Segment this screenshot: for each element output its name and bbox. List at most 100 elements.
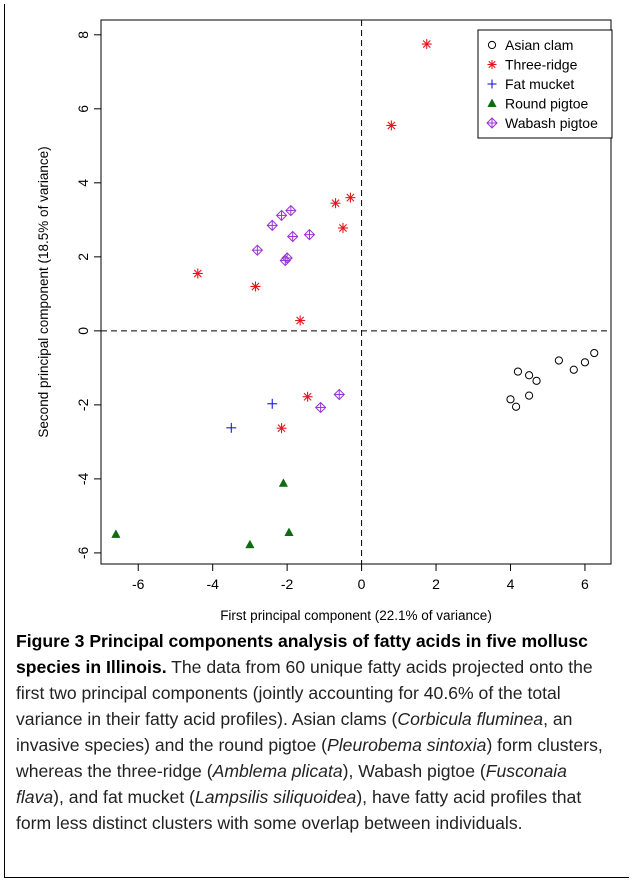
- legend-entry-label: Wabash pigtoe: [505, 115, 598, 131]
- point-triangle: [111, 529, 121, 538]
- caption-text: ), and fat mucket (: [53, 787, 195, 807]
- caption-species-name: Pleurobema sintoxia: [327, 735, 487, 755]
- caption-figure-label: Figure 3: [16, 631, 85, 651]
- point-stroke: [488, 60, 496, 69]
- point-triangle: [284, 527, 294, 536]
- data-point: [525, 371, 534, 380]
- y-tick-label: 6: [75, 105, 91, 113]
- legend-entry-label: Asian clam: [505, 37, 573, 53]
- figure-frame: [4, 4, 629, 878]
- data-point: [192, 268, 203, 279]
- data-point: [487, 40, 497, 50]
- legend-entry-label: Round pigtoe: [505, 96, 589, 112]
- data-point: [506, 395, 515, 404]
- y-axis-label: Second principal component (18.5% of var…: [36, 146, 51, 437]
- data-point: [303, 228, 316, 241]
- data-point: [532, 376, 541, 385]
- y-tick-label: -2: [75, 398, 91, 411]
- data-point: [345, 192, 356, 203]
- point-circle: [525, 371, 534, 380]
- data-point: [330, 198, 341, 209]
- point-circle: [590, 348, 599, 358]
- y-tick-label: 0: [75, 327, 91, 335]
- plot-area: [100, 19, 612, 565]
- data-point: [251, 244, 264, 256]
- data-point: [554, 356, 563, 365]
- x-tick-label: 0: [358, 576, 366, 592]
- point-circle: [532, 376, 541, 385]
- point-triangle: [278, 478, 289, 487]
- data-point: [486, 117, 498, 129]
- data-point: [267, 398, 278, 409]
- legend-box: [477, 29, 613, 139]
- point-triangle: [245, 539, 255, 549]
- point-circle: [506, 395, 515, 404]
- data-point: [513, 367, 523, 376]
- point-circle: [580, 358, 590, 367]
- point-stroke: [338, 223, 347, 232]
- point-circle: [525, 391, 534, 400]
- data-point: [281, 252, 293, 264]
- caption-text: , an invasive species) and the round pig…: [16, 709, 573, 755]
- figure-caption: Figure 3 Principal components analysis o…: [16, 628, 611, 836]
- caption-species-name: Corbicula fluminea: [397, 709, 544, 729]
- reference-lines: [101, 20, 611, 564]
- data-point: [337, 222, 348, 233]
- data-point: [569, 365, 578, 374]
- legend-entry-label: Fat mucket: [505, 76, 574, 92]
- data-point: [226, 422, 237, 433]
- data-points: [111, 39, 599, 549]
- caption-species-name: Amblema plicata: [212, 761, 343, 781]
- data-point: [487, 98, 497, 107]
- data-point: [111, 529, 121, 538]
- data-point: [276, 423, 287, 434]
- data-point: [275, 209, 288, 222]
- caption-title: Principal components analysis of fatty a…: [16, 631, 588, 677]
- data-point: [580, 358, 590, 367]
- data-point: [511, 402, 521, 411]
- y-tick-label: 2: [75, 253, 91, 261]
- data-point: [302, 391, 313, 402]
- caption-species-name: Lampsilis siliquoidea: [194, 787, 357, 807]
- caption-species-name: Fusconaia flava: [16, 761, 567, 807]
- data-point: [266, 219, 278, 232]
- data-point: [314, 401, 327, 414]
- data-point: [590, 348, 599, 358]
- data-point: [525, 391, 534, 400]
- point-stroke: [422, 40, 431, 49]
- x-tick-label: 6: [581, 576, 589, 592]
- point-circle: [487, 40, 497, 50]
- y-axis: -6 -4 -2 0 2 4 6 8: [75, 31, 101, 559]
- data-point: [287, 230, 299, 243]
- data-point: [278, 478, 289, 487]
- point-triangle: [487, 98, 497, 107]
- data-point: [333, 388, 345, 401]
- x-tick-label: -6: [132, 576, 145, 592]
- legend-entry-label: Three-ridge: [505, 57, 578, 73]
- data-point: [284, 527, 294, 536]
- point-stroke: [303, 392, 312, 401]
- point-stroke: [296, 316, 305, 325]
- x-tick-label: -4: [206, 576, 219, 592]
- data-point: [295, 315, 306, 326]
- point-circle: [513, 367, 523, 376]
- point-stroke: [387, 121, 396, 130]
- caption-text: ), Wabash pigtoe (: [342, 761, 486, 781]
- caption-text: The data from 60 unique fatty acids proj…: [16, 657, 593, 729]
- point-circle: [511, 402, 521, 411]
- x-tick-label: 4: [507, 576, 515, 592]
- point-stroke: [251, 282, 260, 291]
- y-tick-label: 4: [75, 179, 91, 187]
- point-stroke: [346, 193, 355, 202]
- point-circle: [569, 365, 578, 374]
- data-point: [487, 79, 497, 89]
- data-point: [421, 39, 432, 50]
- x-tick-label: 2: [432, 576, 440, 592]
- point-stroke: [193, 269, 202, 278]
- y-tick-label: -6: [75, 546, 91, 559]
- data-point: [487, 60, 497, 69]
- data-point: [250, 281, 261, 292]
- y-tick-label: 8: [75, 31, 91, 39]
- data-point: [245, 539, 255, 549]
- legend: Asian clam Three-ridge Fat mucket Round pig…: [477, 29, 613, 139]
